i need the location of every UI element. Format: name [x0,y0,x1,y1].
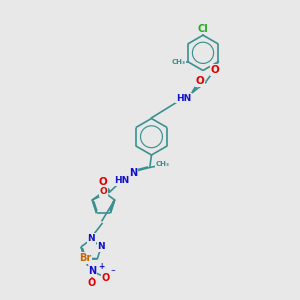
Text: +: + [98,262,104,271]
Text: O: O [210,65,219,75]
Text: N: N [129,168,137,178]
Text: O: O [102,272,110,283]
Text: N: N [88,266,96,276]
Text: ⁻: ⁻ [110,268,115,278]
Text: HN: HN [114,176,129,185]
Text: O: O [100,187,107,196]
Text: Cl: Cl [198,24,208,34]
Text: N: N [87,234,95,243]
Text: CH₃: CH₃ [155,161,170,167]
Text: O: O [98,176,107,187]
Text: N: N [98,242,105,251]
Text: HN: HN [176,94,191,103]
Text: CH₃: CH₃ [172,59,186,65]
Text: O: O [88,278,96,288]
Text: Br: Br [80,253,92,263]
Text: O: O [196,76,204,86]
